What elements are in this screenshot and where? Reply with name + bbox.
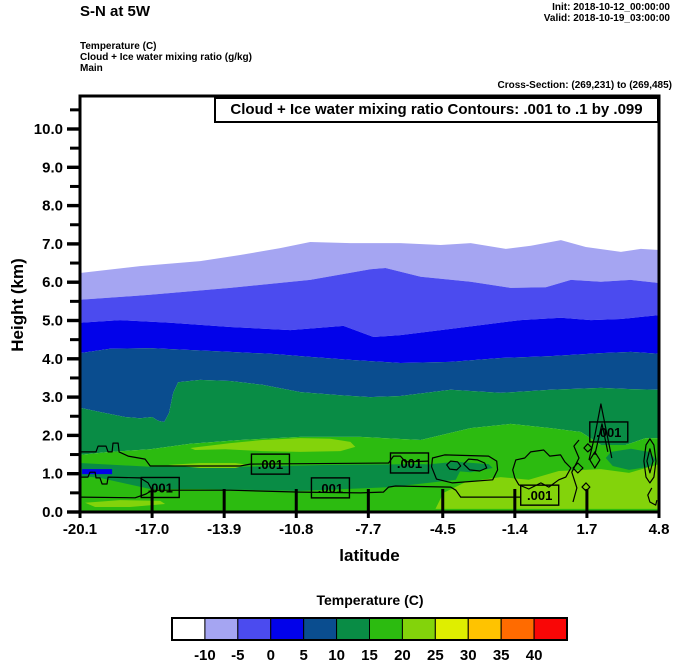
contour-label-box-3 bbox=[389, 452, 430, 474]
colorbar-cell-4 bbox=[303, 617, 338, 641]
cloud-contour-rounded-rect bbox=[431, 454, 499, 484]
colorbar-cell-3 bbox=[270, 617, 305, 641]
x-tick-label-0: -20.1 bbox=[63, 521, 97, 538]
x-tick-label-6: -1.4 bbox=[502, 521, 529, 538]
patch-yellowgreen-streak-bottomleft bbox=[85, 500, 166, 507]
cross-section-coords: Cross-Section: (269,231) to (269,485) bbox=[497, 80, 672, 91]
y-tick-label-7: 7.0 bbox=[42, 236, 63, 253]
colorbar-tick-label-6: 20 bbox=[394, 647, 411, 664]
cloud-contour-squiggle-line bbox=[571, 439, 580, 503]
temp-band-0 bbox=[80, 94, 659, 273]
field-label-domain: Main bbox=[80, 63, 103, 74]
patch-darkgreen-blob-bottom-right bbox=[605, 448, 656, 470]
colorbar-cell-6 bbox=[369, 617, 403, 641]
contour-label-2: .001 bbox=[318, 481, 343, 496]
colorbar-tick-label-8: 30 bbox=[460, 647, 477, 664]
y-tick-label-2: 2.0 bbox=[42, 427, 63, 444]
cloud-contour-oval-inner bbox=[646, 448, 654, 474]
y-axis-title: Height (km) bbox=[8, 258, 27, 352]
contour-label-1: .001 bbox=[258, 457, 283, 472]
temp-band-2 bbox=[80, 268, 659, 337]
y-tick-label-0: 0.0 bbox=[42, 504, 63, 521]
colorbar-tick-label-3: 5 bbox=[299, 647, 307, 664]
colorbar-cell-7 bbox=[401, 617, 436, 641]
cloud-contour-squiggle-2 bbox=[581, 482, 591, 492]
x-tick-label-7: 1.7 bbox=[576, 521, 597, 538]
plot-border bbox=[78, 94, 661, 514]
contour-label-box-5 bbox=[589, 421, 629, 443]
x-tick-label-2: -13.9 bbox=[207, 521, 241, 538]
colorbar-cell-0 bbox=[171, 617, 206, 641]
contour-label-5: .001 bbox=[596, 425, 621, 440]
colorbar-tick-label-0: -10 bbox=[194, 647, 216, 664]
patch-interline-darkgreen-band bbox=[80, 463, 461, 491]
contour-label-box-2 bbox=[310, 477, 351, 499]
colorbar-cell-8 bbox=[434, 617, 469, 641]
cloud-contour-blob-right bbox=[512, 449, 572, 490]
contour-label-4: .001 bbox=[527, 488, 552, 503]
y-tick-label-5: 5.0 bbox=[42, 313, 63, 330]
y-tick-label-10: 10.0 bbox=[34, 121, 63, 138]
temp-band-5 bbox=[80, 379, 659, 455]
plot-title: Cloud + Ice water mixing ratio Contours:… bbox=[214, 97, 659, 123]
field-label-cloud: Cloud + Ice water mixing ratio (g/kg) bbox=[80, 52, 252, 63]
y-tick-label-9: 9.0 bbox=[42, 159, 63, 176]
contour-label-3: .001 bbox=[397, 456, 422, 471]
x-tick-label-4: -7.7 bbox=[355, 521, 381, 538]
colorbar-cell-2 bbox=[237, 617, 272, 641]
colorbar-title: Temperature (C) bbox=[316, 592, 424, 608]
contour-label-box-4 bbox=[520, 484, 560, 506]
colorbar-cell-1 bbox=[204, 617, 239, 641]
temp-band-1 bbox=[80, 240, 659, 300]
colorbar-tick-label-1: -5 bbox=[231, 647, 244, 664]
contour-label-box-1 bbox=[250, 453, 291, 475]
patch-rrect-teal-streak bbox=[430, 461, 493, 473]
colorbar-tick-label-4: 10 bbox=[328, 647, 345, 664]
valid-timestamp: Valid: 2018-10-19_03:00:00 bbox=[543, 13, 670, 24]
y-tick-label-6: 6.0 bbox=[42, 274, 63, 291]
x-tick-label-8: 4.8 bbox=[649, 521, 670, 538]
cloud-contour-edge-blob bbox=[647, 487, 658, 506]
cloud-contour-oval-outer bbox=[643, 438, 657, 484]
y-tick-label-4: 4.0 bbox=[42, 351, 63, 368]
cloud-contour-long-upper bbox=[80, 442, 429, 467]
cloud-contour-squiggle-3 bbox=[589, 451, 601, 469]
init-timestamp: Init: 2018-10-12_00:00:00 bbox=[552, 2, 670, 13]
colorbar-tick-label-2: 0 bbox=[267, 647, 275, 664]
colorbar-cell-11 bbox=[533, 617, 568, 641]
colorbar-tick-label-5: 15 bbox=[361, 647, 378, 664]
contour-label-0: .001 bbox=[148, 480, 173, 495]
x-axis-title: latitude bbox=[339, 546, 400, 565]
patch-yellowgreen-streak-upper bbox=[190, 438, 356, 452]
colorbar-cell-10 bbox=[500, 617, 535, 641]
colorbar-tick-label-7: 25 bbox=[427, 647, 444, 664]
y-tick-label-8: 8.0 bbox=[42, 198, 63, 215]
field-label-temperature: Temperature (C) bbox=[80, 41, 157, 52]
colorbar-cell-9 bbox=[467, 617, 502, 641]
patch-blue-pocket bbox=[82, 469, 113, 475]
y-tick-label-3: 3.0 bbox=[42, 389, 63, 406]
colorbar-tick-label-10: 40 bbox=[526, 647, 543, 664]
cloud-contour-peanut-1 bbox=[446, 460, 462, 471]
y-tick-label-1: 1.0 bbox=[42, 466, 63, 483]
colorbar-cell-5 bbox=[336, 617, 371, 641]
cloud-contour-long-lower bbox=[80, 471, 521, 498]
temp-band-3 bbox=[80, 315, 659, 363]
temp-band-4 bbox=[80, 348, 659, 422]
x-tick-label-1: -17.0 bbox=[135, 521, 169, 538]
x-tick-label-5: -4.5 bbox=[430, 521, 456, 538]
page-title: S-N at 5W bbox=[80, 3, 151, 20]
colorbar-border bbox=[171, 617, 568, 641]
colorbar-tick-label-9: 35 bbox=[493, 647, 510, 664]
contour-label-box-0 bbox=[140, 476, 180, 499]
cloud-contour-peanut-2 bbox=[463, 458, 488, 472]
x-tick-label-3: -10.8 bbox=[279, 521, 313, 538]
